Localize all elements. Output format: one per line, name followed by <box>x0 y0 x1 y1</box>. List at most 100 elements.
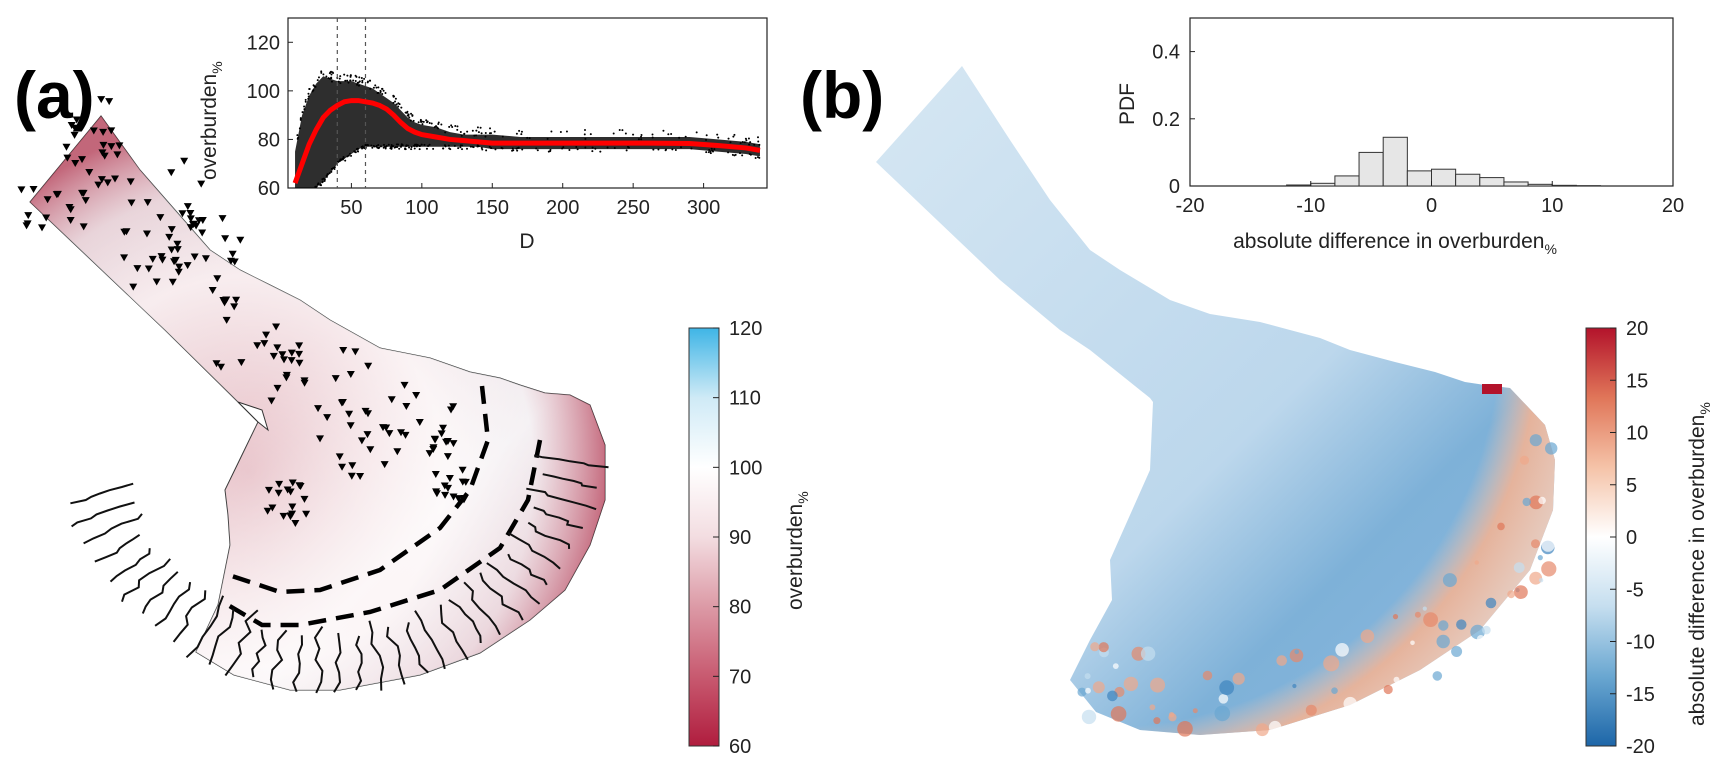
inset-scatter-point <box>319 183 322 186</box>
inset-scatter-point <box>684 135 687 138</box>
inset-scatter-point <box>575 145 578 148</box>
inset-scatter-point <box>442 147 445 150</box>
speckle-blob <box>1305 704 1317 716</box>
speckle-blob <box>1414 611 1421 618</box>
inset-scatter-point <box>392 145 395 148</box>
inset-scatter-point <box>357 150 360 153</box>
inset-scatter-point <box>422 120 425 123</box>
inset-scatter-point <box>410 146 413 149</box>
speckle-blob <box>1276 655 1287 666</box>
inset-scatter-point <box>480 147 483 150</box>
channel-line <box>70 482 134 505</box>
speckle-blob <box>1140 646 1156 661</box>
colorbar-a-label: overburden% <box>784 491 811 610</box>
station-marker <box>174 268 183 276</box>
speckle-blob <box>1485 597 1497 609</box>
station-marker <box>218 215 227 223</box>
station-marker <box>97 96 106 104</box>
inset-scatter-point <box>303 191 305 193</box>
hist-bar <box>1551 184 1577 187</box>
speckle-blob <box>1150 677 1166 693</box>
inset-scatter-point <box>626 145 629 148</box>
station-marker <box>295 482 304 490</box>
channel-line <box>386 626 406 685</box>
inset-scatter-point <box>443 144 446 147</box>
inset-scatter-point <box>670 132 673 135</box>
station-marker <box>198 217 207 225</box>
inset-scatter-point <box>356 83 359 86</box>
inset-scatter-point <box>373 145 376 148</box>
colorbar-b-label: absolute difference in overburden% <box>1686 402 1713 726</box>
inset-scatter-point <box>346 74 349 77</box>
inset-scatter-point <box>632 133 635 136</box>
station-marker <box>412 392 421 400</box>
station-marker <box>120 254 129 262</box>
speckle-blob <box>1383 684 1393 695</box>
inset-scatter-point <box>366 81 369 84</box>
inset-scatter-point <box>749 141 752 144</box>
inset-scatter-point <box>485 149 488 152</box>
station-marker <box>442 438 451 446</box>
station-marker <box>316 435 325 443</box>
channel-line <box>185 595 225 659</box>
inset-scatter-point <box>346 79 349 82</box>
inset-scatter-point <box>640 138 643 141</box>
inset-histogram-b: -20 -10 0 10 20 0 0.2 0.4 absolute difference … <box>1116 17 1684 257</box>
station-marker <box>94 181 103 189</box>
inset-scatter-point <box>459 146 462 149</box>
speckle-blob <box>1537 555 1543 561</box>
station-marker <box>190 253 199 261</box>
speckle-blob <box>1168 713 1177 722</box>
inset-scatter-point <box>516 146 519 149</box>
inset-scatter-point <box>376 146 379 149</box>
speckle-blob <box>1497 522 1505 531</box>
inset-scatter-point <box>461 148 464 151</box>
station-marker <box>78 156 87 164</box>
inset-scatter-point <box>418 148 421 151</box>
inset-scatter-point <box>501 135 504 138</box>
inset-scatter-point <box>473 134 476 137</box>
inset-scatter-point <box>477 131 480 134</box>
inset-scatter-point <box>357 81 360 84</box>
station-marker <box>380 461 389 469</box>
hist-x-tick-label: -20 <box>1176 195 1205 217</box>
inset-scatter-point <box>741 154 744 157</box>
speckle-blob <box>1153 717 1161 725</box>
inset-scatter-point <box>739 141 742 144</box>
station-marker <box>335 453 344 461</box>
inset-mean-curve <box>292 98 761 184</box>
inset-scatter-point <box>413 147 416 150</box>
speckle-blob <box>1436 634 1450 649</box>
inset-scatter-point <box>360 76 363 79</box>
inset-scatter-point <box>299 118 302 121</box>
inset-scatter-point <box>546 137 549 140</box>
station-marker <box>133 265 142 273</box>
channel-line <box>224 609 259 677</box>
station-marker <box>268 504 277 512</box>
inset-scatter-point <box>612 132 615 135</box>
station-marker <box>178 210 187 218</box>
station-marker <box>331 375 340 383</box>
inset-scatter-point <box>298 190 300 192</box>
station-marker <box>288 503 297 511</box>
inset-scatter-point <box>667 133 670 136</box>
inset-x-axis-label: D <box>519 230 534 253</box>
speckle-blob <box>1081 709 1097 725</box>
station-marker <box>302 510 311 518</box>
station-marker <box>443 453 452 461</box>
inset-scatter-point <box>343 73 346 76</box>
station-marker <box>110 175 119 183</box>
speckle-blob <box>1519 455 1530 465</box>
inset-scatter-point <box>460 134 463 137</box>
station-marker <box>71 159 80 167</box>
station-marker <box>460 494 469 502</box>
inset-x-tick-label: 50 <box>340 197 362 219</box>
station-marker <box>348 462 357 470</box>
inset-scatter-point <box>477 145 480 148</box>
inset-x-tick-label: 200 <box>546 197 579 219</box>
inset-scatter-point <box>382 146 385 149</box>
channel-line <box>83 513 143 545</box>
inset-y-ticks: 60 80 100 120 <box>247 32 293 200</box>
inset-scatter-point <box>301 191 303 193</box>
